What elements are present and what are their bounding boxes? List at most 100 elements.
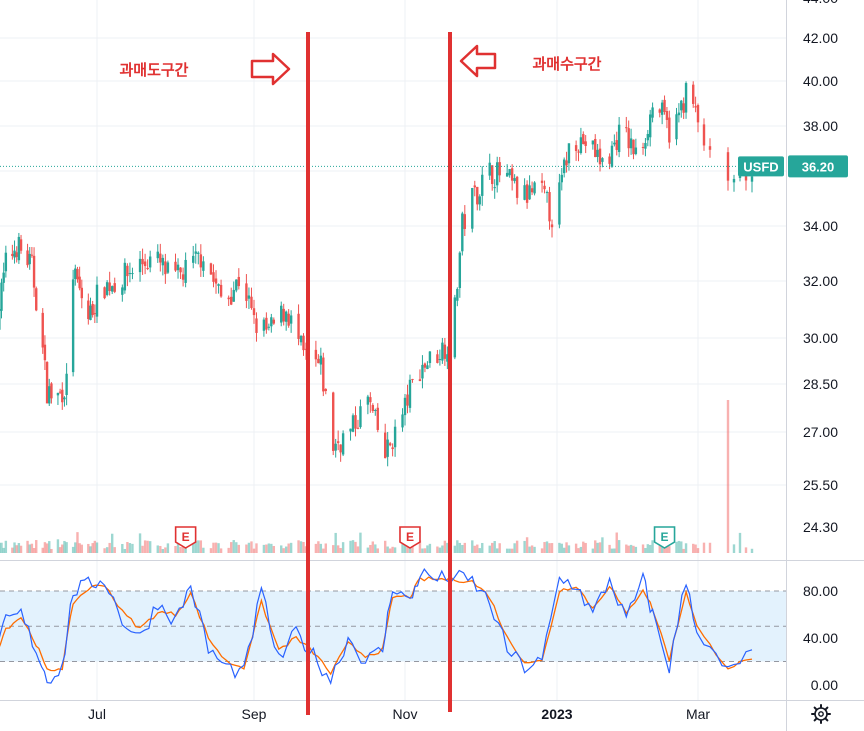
candle-body <box>35 288 38 311</box>
candle-body <box>247 295 251 299</box>
volume-bar <box>481 542 484 553</box>
volume-bar <box>374 544 377 553</box>
price-tick-label: 24.30 <box>803 519 838 535</box>
volume-bar <box>267 543 271 553</box>
volume-bar <box>245 544 248 553</box>
volume-bar <box>17 543 21 553</box>
candle-body <box>584 141 587 146</box>
volume-bar <box>80 544 84 553</box>
volume-bar <box>121 543 124 553</box>
candle-body <box>252 308 256 316</box>
volume-bar <box>383 540 387 553</box>
candle-body <box>148 256 152 268</box>
volume-bar <box>401 544 404 553</box>
volume-bar <box>89 546 92 553</box>
candle-body <box>126 265 129 277</box>
earnings-marker[interactable]: E <box>653 526 676 549</box>
candle-body <box>629 138 633 149</box>
symbol-label: USFD <box>743 159 778 174</box>
volume-bar <box>317 541 320 553</box>
candle-body <box>105 282 109 295</box>
stochastic-lines <box>0 568 753 686</box>
candle-body <box>598 148 602 165</box>
volume-bar <box>74 542 77 553</box>
volume-bar <box>386 546 389 553</box>
candle-body <box>141 258 144 265</box>
candle-body <box>610 145 614 167</box>
candle-body <box>332 392 335 451</box>
candle-body <box>26 250 29 266</box>
candle-body <box>50 383 53 399</box>
candle-body <box>582 134 585 145</box>
volume-bar <box>105 547 109 553</box>
candle-body <box>660 102 664 115</box>
candle-body <box>356 427 360 429</box>
volume-bar <box>214 542 218 553</box>
candle-body <box>675 114 678 140</box>
settings-gear-icon[interactable] <box>811 704 831 724</box>
candle-body <box>214 278 218 284</box>
candle-body <box>17 236 21 261</box>
candle-body <box>665 111 669 120</box>
volume-bar <box>58 547 62 553</box>
candle-body <box>523 185 526 200</box>
left-arrow-icon <box>459 44 497 78</box>
volume-bar <box>131 543 134 553</box>
oversold-label: 과매도구간 <box>119 61 188 79</box>
candle-body <box>56 392 60 396</box>
candle-body <box>565 160 568 166</box>
candle-body <box>232 289 235 302</box>
volume-bar <box>71 546 75 553</box>
candle-body <box>159 253 162 263</box>
volume-bar <box>304 546 308 553</box>
volume-bar <box>280 545 283 553</box>
candle-body <box>334 443 337 451</box>
volume-bar <box>359 532 362 553</box>
candle-body <box>682 103 685 113</box>
volume-bar <box>299 541 303 553</box>
time-tick-label: 2023 <box>541 706 572 722</box>
candle-body <box>359 406 362 428</box>
volume-bar <box>473 545 476 553</box>
volume-bar <box>632 545 635 553</box>
candle-body <box>508 169 511 176</box>
candle-body <box>202 261 205 271</box>
volume-bar <box>610 548 614 553</box>
candle-body <box>103 287 106 299</box>
candle-body <box>591 140 595 145</box>
volume-bar <box>476 544 479 553</box>
volume-bar <box>582 541 585 553</box>
earnings-marker[interactable]: E <box>399 526 421 549</box>
candle-body <box>262 319 266 331</box>
candle-body <box>123 262 127 291</box>
volume-bar <box>627 545 630 553</box>
volume-bar <box>545 541 549 553</box>
candle-body <box>406 394 409 406</box>
candle-body <box>76 269 79 280</box>
volume-bar <box>179 546 182 553</box>
volume-bar <box>30 543 34 553</box>
candle-body <box>351 415 355 432</box>
candle-body <box>304 348 308 350</box>
volume-bar <box>560 543 563 553</box>
volume-bar <box>217 543 220 553</box>
volume-bar <box>13 542 16 553</box>
candle-body <box>423 363 427 368</box>
volume-bar <box>297 540 300 553</box>
candle-body <box>376 407 379 430</box>
volume-bar <box>436 546 439 553</box>
volume-bar <box>505 548 509 553</box>
volume-bar <box>50 548 53 553</box>
candle-body <box>61 389 64 403</box>
candle-body <box>131 273 134 275</box>
earnings-marker[interactable]: E <box>174 526 197 549</box>
candle-body <box>702 124 706 146</box>
volume-bar <box>282 548 285 553</box>
volume-bar <box>230 542 233 553</box>
volume-bar <box>202 547 205 553</box>
volume-bar <box>391 546 394 553</box>
volume-bar <box>625 544 628 553</box>
